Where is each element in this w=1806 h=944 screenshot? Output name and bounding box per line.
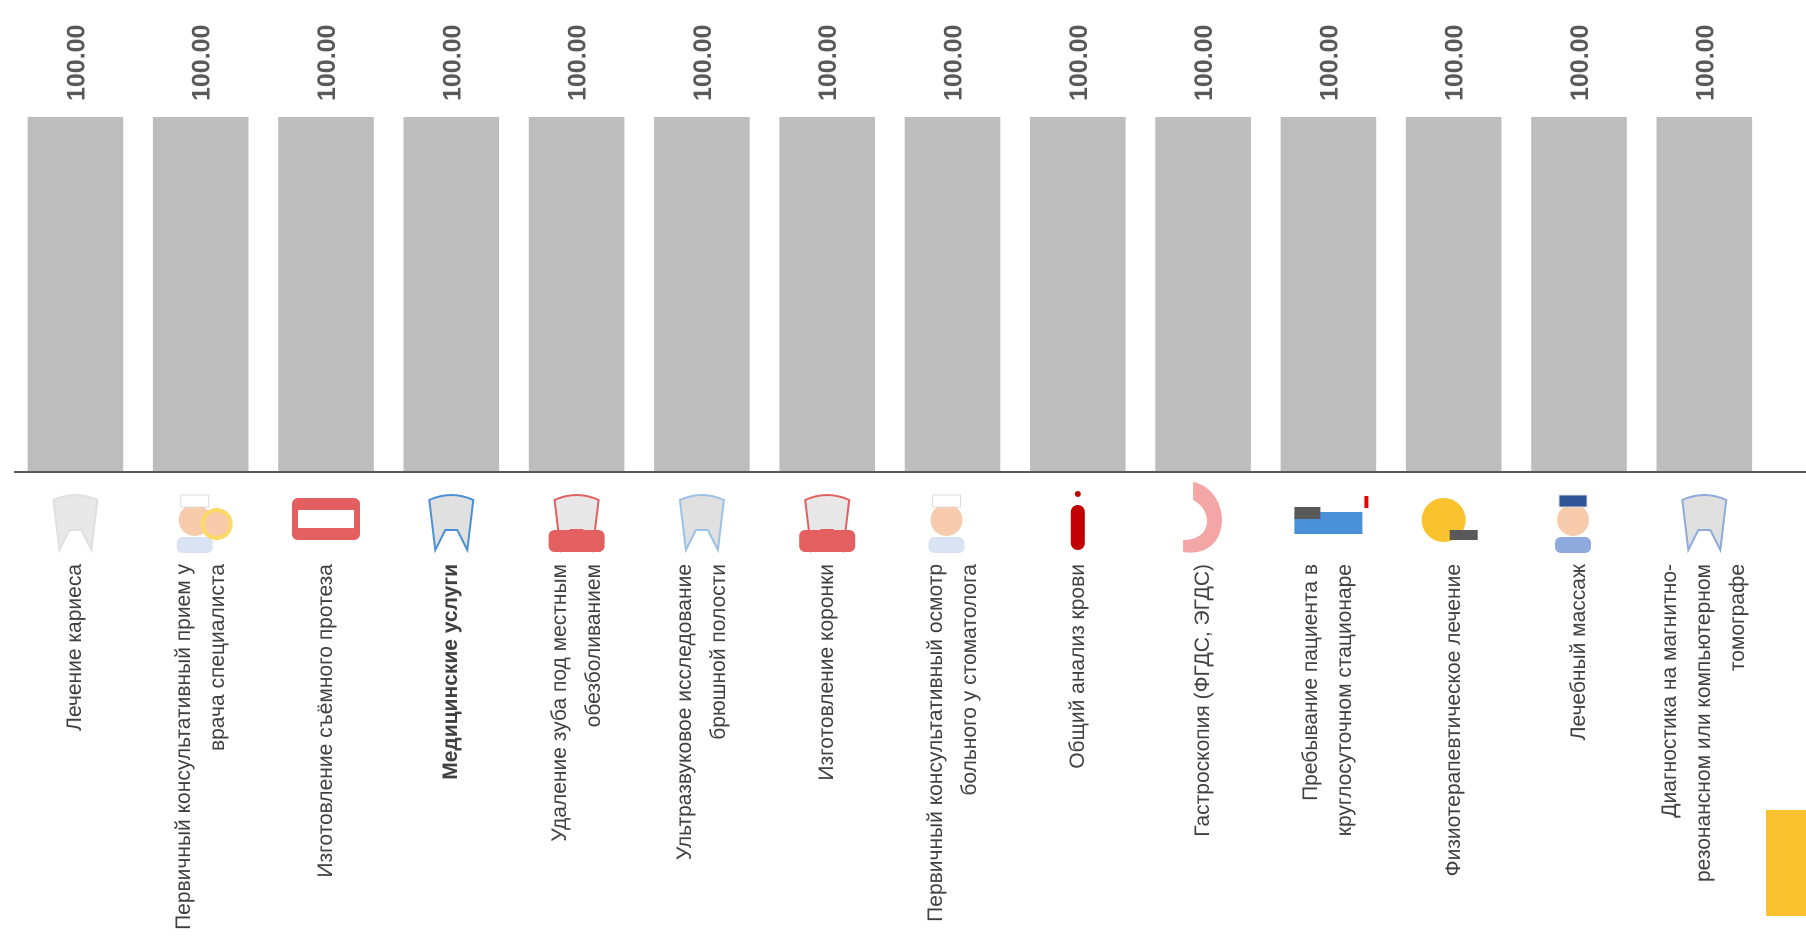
bar (403, 117, 500, 471)
icon-shape (176, 537, 213, 553)
bar (654, 117, 750, 471)
category-icon (1555, 494, 1591, 553)
category-label: Пребывание пациента в круглосуточном ста… (1268, 564, 1388, 934)
icon-shape (180, 494, 210, 508)
category-label: Физиотерапевтическое лечение (1394, 564, 1514, 934)
bar (904, 117, 1001, 471)
value-label: 100.00 (1441, 25, 1469, 101)
bar (1280, 117, 1377, 471)
category-icon (1421, 498, 1478, 542)
category-label: Ультразвуковое исследование брюшной поло… (642, 564, 762, 934)
icon-shape (1070, 505, 1085, 550)
category-icon (176, 494, 233, 553)
icon-shape (1294, 507, 1321, 519)
side-badge (1766, 810, 1806, 916)
icon-shape (548, 530, 605, 552)
category-icon (928, 494, 965, 553)
value-label: 100.00 (1065, 25, 1093, 101)
category-label: Изготовление съёмного протеза (266, 564, 386, 934)
category-text: Лечебный массаж (1567, 564, 1590, 741)
value-label: 100.00 (188, 25, 216, 101)
category-icon (1070, 491, 1085, 550)
category-text: Удаление зуба под местным обезболиванием (547, 564, 605, 842)
category-text: Медицинские услуги (439, 564, 463, 780)
category-icon (548, 494, 605, 554)
value-label: 100.00 (564, 25, 592, 101)
category-icon (1183, 482, 1222, 553)
category-text: Физиотерапевтическое лечение (1441, 564, 1465, 877)
category-icon (428, 494, 475, 554)
category-label: Гастроскопия (ФГДС, ЭГДС) (1143, 564, 1263, 934)
category-text: Лечение кариеса (63, 564, 87, 731)
icon-shape (1183, 482, 1222, 553)
bar (1030, 117, 1126, 471)
value-label: 100.00 (313, 25, 341, 101)
icon-shape (298, 510, 354, 528)
value-label: 100.00 (1691, 25, 1719, 101)
bar (528, 117, 625, 471)
category-text: Гастроскопия (ФГДС, ЭГДС) (1191, 564, 1215, 837)
icon-shape (1558, 494, 1588, 508)
bar (779, 117, 875, 471)
category-icon (52, 494, 99, 554)
category-label: Удаление зуба под местным обезболиванием (517, 564, 637, 934)
value-label: 100.00 (1315, 25, 1343, 101)
category-text: Диагностика на магнитно-резонансном или … (1658, 564, 1750, 883)
value-label: 100.00 (940, 25, 968, 101)
category-label: Общий анализ крови (1018, 564, 1138, 934)
icon-shape (1364, 496, 1369, 508)
category-label: Медицинские услуги (391, 564, 511, 934)
icon-shape (428, 494, 475, 554)
value-label: 100.00 (62, 25, 90, 101)
category-label: Лечебный массаж (1519, 564, 1639, 934)
value-label: 100.00 (814, 25, 842, 101)
value-label: 100.00 (1566, 25, 1594, 101)
icon-shape (928, 537, 965, 553)
category-icon (1681, 494, 1728, 554)
icon-shape (1555, 537, 1591, 553)
category-text: Изготовление коронки (815, 564, 839, 781)
icon-shape (52, 494, 99, 554)
icon-shape (1681, 494, 1728, 554)
bar (278, 117, 374, 471)
icon-shape (1557, 504, 1589, 536)
bar (27, 117, 124, 471)
category-text: Изготовление съёмного протеза (314, 564, 337, 878)
category-icon (292, 498, 360, 540)
category-icon (678, 494, 725, 554)
category-text: Пребывание пациента в круглосуточном ста… (1299, 564, 1357, 837)
value-label: 100.00 (689, 25, 717, 101)
category-text: Общий анализ крови (1065, 564, 1089, 769)
category-text: Ультразвуковое исследование брюшной поло… (672, 564, 730, 861)
category-label: Изготовление коронки (767, 564, 887, 934)
bar (1155, 117, 1251, 471)
bar (1531, 117, 1627, 471)
bar (1656, 117, 1753, 471)
category-text: Первичный консультативный осмотр больног… (923, 564, 981, 922)
icon-shape (930, 504, 963, 536)
category-icon (1294, 496, 1369, 534)
category-label: Первичный консультативный осмотр больног… (893, 564, 1013, 934)
icon-shape (1074, 491, 1081, 497)
category-label: Диагностика на магнитно-резонансном или … (1644, 564, 1764, 934)
icon-shape (1449, 530, 1478, 540)
icon-shape (932, 494, 961, 508)
category-icon (799, 494, 856, 554)
icon-shape (678, 494, 725, 554)
value-label: 100.00 (1190, 25, 1218, 101)
icon-shape (200, 508, 233, 540)
category-label: Первичный консультативный прием у врача … (141, 564, 261, 934)
bar (1405, 117, 1502, 471)
icon-shape (799, 530, 856, 552)
bar (152, 117, 249, 471)
value-label: 100.00 (438, 25, 466, 101)
category-text: Первичный консультативный прием у врача … (171, 564, 229, 930)
category-label: Лечение кариеса (15, 564, 135, 934)
